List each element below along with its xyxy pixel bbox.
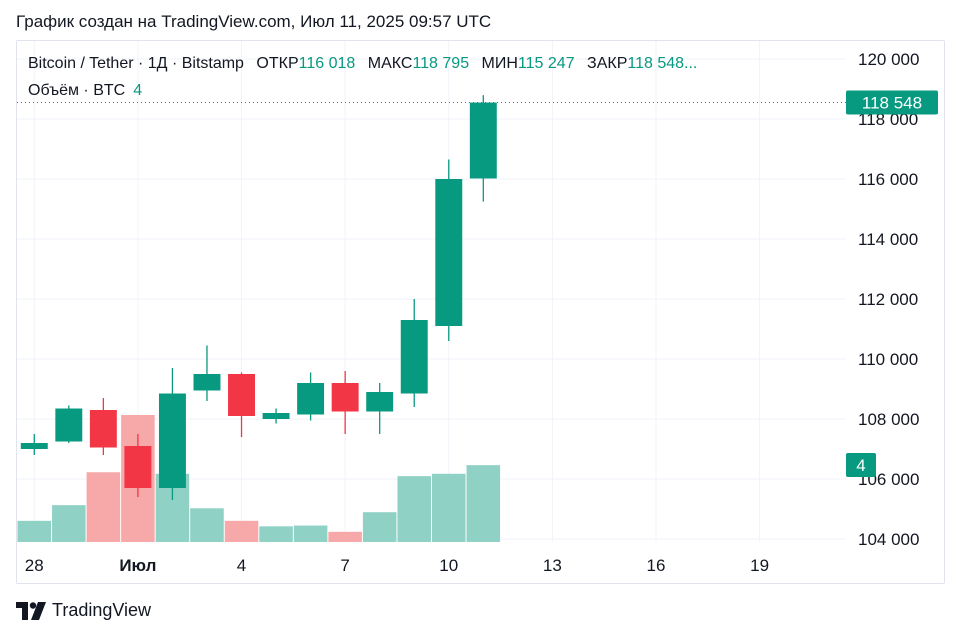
candle-body: [400, 320, 428, 394]
close-label: ЗАКР: [587, 55, 628, 72]
candle-body: [331, 383, 359, 412]
time-tick-label: 13: [543, 556, 562, 575]
volume-bar: [362, 512, 397, 542]
volume-bar: [293, 525, 328, 542]
candle-body: [193, 374, 221, 391]
volume-legend[interactable]: Объём · BTC 4: [28, 82, 142, 100]
price-tick-label: 114 000: [858, 230, 918, 249]
candle-body: [469, 102, 497, 179]
volume-bar: [328, 531, 362, 542]
tradingview-logo-icon: [16, 601, 46, 620]
price-tick-label: 110 000: [858, 350, 918, 369]
price-tick-label: 118 000: [858, 110, 918, 129]
candle-body: [158, 393, 186, 488]
candle-body: [228, 374, 255, 416]
close-value: 118 548...: [627, 55, 698, 72]
brand-name: TradingView: [52, 600, 152, 620]
symbol-title[interactable]: Bitcoin / Tether · 1Д · Bitstamp: [28, 55, 244, 72]
volume-bar: [17, 520, 52, 542]
last-price-badge: [846, 90, 938, 115]
ohlc-legend[interactable]: Bitcoin / Tether · 1Д · Bitstamp ОТКР116…: [28, 55, 697, 73]
time-tick-label: 28: [25, 556, 44, 575]
low-value: 115 247: [517, 55, 575, 72]
chart-frame: [16, 40, 945, 584]
volume-bar: [190, 508, 224, 542]
low-label: МИН: [481, 55, 518, 72]
last-volume-value: 4: [856, 456, 865, 475]
last-price-value: 118 548: [862, 94, 922, 113]
price-tick-label: 116 000: [858, 170, 918, 189]
volume-bar: [397, 476, 431, 542]
volume-bar: [466, 465, 501, 542]
volume-bar: [259, 526, 293, 542]
candle-body: [124, 446, 152, 488]
candle-body: [55, 408, 83, 442]
candle-body: [20, 443, 48, 449]
volume-bar: [52, 505, 86, 542]
time-tick-label: 7: [340, 556, 349, 575]
volume-value: 4: [133, 82, 143, 99]
price-tick-label: 104 000: [858, 530, 919, 549]
time-tick-label: 16: [647, 556, 666, 575]
open-value: 116 018: [298, 55, 356, 72]
axis-badges: 118 548 4: [846, 90, 938, 477]
candles: [20, 95, 497, 500]
price-tick-label: 112 000: [858, 290, 918, 309]
candle-body: [435, 179, 463, 326]
volume-bar: [432, 473, 466, 542]
high-label: МАКС: [367, 55, 413, 72]
chart-caption: График создан на TradingView.com, Июл 11…: [16, 12, 492, 31]
price-tick-label: 108 000: [858, 410, 919, 429]
time-tick-label: 10: [439, 556, 458, 575]
time-tick-label: Июл: [119, 556, 156, 575]
open-label: ОТКР: [256, 55, 299, 72]
price-tick-label: 120 000: [858, 50, 919, 69]
volume-label: Объём · BTC: [28, 82, 126, 99]
time-tick-label: 19: [750, 556, 769, 575]
candle-body: [89, 410, 117, 448]
time-tick-label: 4: [237, 556, 246, 575]
candle-body: [297, 383, 325, 415]
volume-bar: [86, 472, 121, 542]
candle-body: [262, 413, 290, 419]
time-axis: 28 Июл 4 7 10 13 16 19: [25, 556, 769, 575]
volume-bar: [224, 520, 259, 542]
last-volume-badge: [846, 453, 876, 477]
candle-body: [366, 392, 394, 412]
footer[interactable]: TradingView: [16, 600, 151, 621]
high-value: 118 795: [412, 55, 470, 72]
